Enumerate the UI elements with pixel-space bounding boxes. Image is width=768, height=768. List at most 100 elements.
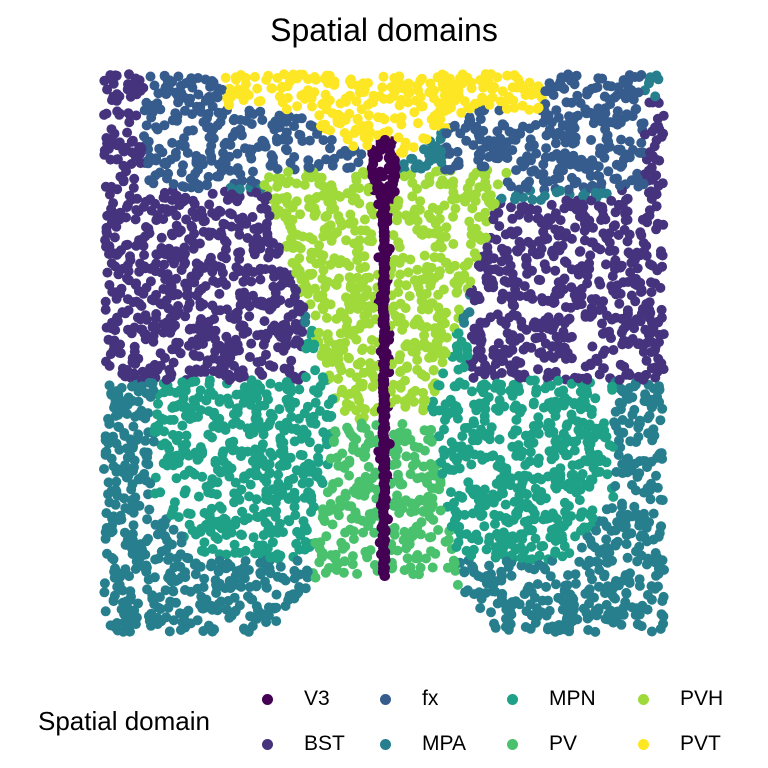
point-mpn [247,456,258,467]
point-mpn [556,479,567,490]
point-mpn [448,465,459,476]
point-mpa [113,515,124,526]
point-mpn [480,397,491,408]
point-mpn [263,492,274,503]
point-fx [200,74,211,85]
point-mpn [454,377,465,388]
point-mpn [282,480,293,491]
point-mpn [252,393,263,404]
point-bst [251,187,262,198]
point-bst [502,245,512,256]
point-bst [641,355,652,366]
point-bst [196,314,206,324]
point-bst [646,336,657,347]
point-bst [502,277,513,288]
point-mpa [631,546,641,557]
point-bst [532,249,543,260]
point-fx [483,151,494,162]
point-pv [405,434,416,445]
point-pvh [420,371,431,382]
point-pvt [388,91,399,102]
point-bst [521,324,532,335]
point-bst [163,249,174,260]
point-bst [208,275,219,286]
point-fx [353,157,364,168]
point-bst [238,276,249,287]
point-bst [268,281,279,292]
point-bst [506,202,516,213]
point-bst [584,263,595,274]
point-mpn [602,469,613,480]
point-pv [360,481,371,492]
point-bst [134,266,145,277]
point-fx [638,118,649,129]
point-mpa [651,570,661,581]
point-mpa [621,530,632,541]
point-mpn [462,422,473,433]
point-mpn [456,336,467,347]
point-mpn [249,503,259,514]
point-mpa [475,603,486,614]
point-bst [625,249,636,260]
point-fx [602,130,613,141]
point-mpn [238,397,249,408]
point-bst [604,246,615,256]
point-fx [193,89,204,100]
point-pvh [307,268,318,279]
point-mpa [642,536,652,547]
point-mpa [123,392,134,403]
point-pv [371,484,382,495]
point-mpn [261,476,272,487]
point-pvh [473,212,484,222]
point-pvh [326,198,337,209]
point-pvh [448,211,458,222]
point-bst [207,188,218,199]
point-mpn [558,385,569,396]
point-pvt [526,86,537,97]
point-fx [280,133,291,144]
point-fx [554,173,565,183]
point-fx [272,136,283,147]
point-bst [255,243,266,254]
point-fx [214,171,224,182]
point-fx [453,160,464,171]
point-mpa [100,449,111,460]
point-fx [526,155,536,166]
point-fx [280,144,291,154]
point-mpa [139,468,150,479]
point-mpa [545,571,556,582]
point-pvt [533,102,544,113]
point-bst [552,241,563,252]
point-mpn [277,489,288,500]
point-mpn [196,545,207,556]
point-pvt [314,110,325,121]
point-bst [656,246,666,257]
point-bst [653,353,664,364]
point-fx [602,80,613,91]
point-pvh [351,405,362,416]
point-mpa [264,564,275,575]
point-mpa [293,587,304,598]
point-mpn [577,469,588,479]
point-pvh [437,350,448,360]
point-fx [145,71,156,82]
point-pvt [249,71,260,82]
point-mpa [623,453,633,464]
point-pvh [448,187,459,198]
point-mpa [567,608,578,619]
point-bst [574,211,585,222]
point-fx [270,116,281,127]
point-fx [203,171,214,182]
point-bst [606,314,617,325]
point-bst [241,294,252,305]
point-mpa [234,184,245,195]
point-bst [145,263,156,274]
point-mpa [643,553,653,564]
point-pvh [405,254,416,265]
point-mpa [618,427,629,438]
point-pvh [294,253,305,264]
point-mpa [124,452,135,462]
point-mpn [474,502,484,513]
point-pvh [283,167,294,177]
point-mpn [184,519,195,530]
